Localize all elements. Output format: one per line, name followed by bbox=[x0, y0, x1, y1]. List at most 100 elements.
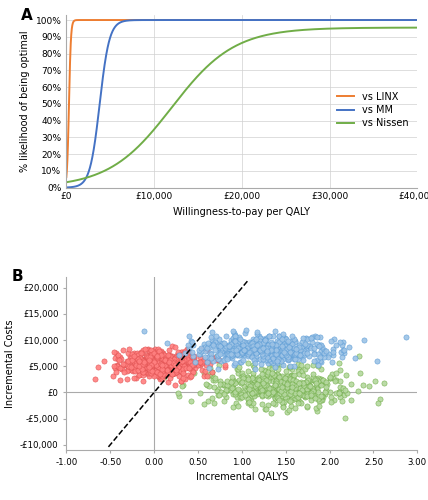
vs. Nissen bbox=[145, 346, 152, 354]
LINX bbox=[229, 380, 236, 388]
LINX bbox=[257, 364, 264, 372]
vs. Medical Management bbox=[272, 352, 279, 360]
LINX bbox=[301, 382, 308, 390]
vs. Nissen bbox=[154, 352, 160, 360]
LINX bbox=[265, 401, 271, 409]
LINX bbox=[294, 396, 301, 404]
LINX bbox=[299, 372, 306, 380]
vs. Medical Management bbox=[268, 352, 275, 360]
LINX bbox=[289, 384, 296, 392]
vs. Nissen bbox=[137, 354, 143, 362]
vs. Medical Management bbox=[272, 340, 279, 348]
vs. Nissen bbox=[221, 361, 228, 369]
LINX bbox=[355, 386, 362, 394]
vs. Medical Management bbox=[249, 346, 256, 354]
LINX bbox=[274, 392, 281, 400]
LINX bbox=[258, 387, 265, 395]
LINX bbox=[267, 374, 273, 382]
vs. Medical Management bbox=[252, 343, 259, 351]
LINX bbox=[275, 365, 282, 373]
vs. Medical Management bbox=[314, 332, 321, 340]
vs. Medical Management bbox=[243, 344, 250, 352]
LINX bbox=[247, 382, 254, 390]
vs. Medical Management bbox=[292, 338, 299, 346]
LINX bbox=[250, 372, 257, 380]
vs. Medical Management bbox=[261, 356, 268, 364]
vs. Nissen bbox=[120, 368, 127, 376]
LINX bbox=[276, 373, 283, 381]
LINX bbox=[315, 382, 321, 390]
vs. Nissen bbox=[159, 366, 166, 374]
vs. Nissen bbox=[113, 362, 120, 370]
vs. Medical Management bbox=[294, 356, 301, 364]
vs. Medical Management bbox=[298, 343, 305, 351]
LINX bbox=[298, 398, 305, 406]
vs. Medical Management bbox=[316, 342, 323, 349]
LINX bbox=[313, 384, 320, 392]
vs. Nissen bbox=[177, 364, 184, 372]
LINX bbox=[249, 380, 256, 388]
LINX bbox=[315, 362, 322, 370]
vs. Medical Management bbox=[250, 344, 257, 352]
LINX bbox=[282, 374, 288, 382]
LINX bbox=[245, 396, 252, 404]
LINX bbox=[380, 379, 387, 387]
vs. Medical Management bbox=[252, 354, 259, 362]
vs. Nissen bbox=[155, 362, 162, 370]
vs. Medical Management bbox=[299, 356, 306, 364]
vs. Medical Management bbox=[198, 344, 205, 352]
vs. Medical Management bbox=[270, 356, 277, 364]
LINX bbox=[305, 382, 312, 390]
vs. Medical Management bbox=[296, 350, 303, 358]
vs. Nissen bbox=[157, 370, 163, 378]
vs. Medical Management bbox=[221, 344, 228, 352]
vs. Nissen bbox=[180, 354, 187, 362]
LINX bbox=[303, 382, 310, 390]
vs. Medical Management bbox=[202, 343, 208, 351]
LINX bbox=[249, 398, 256, 406]
vs. Nissen bbox=[162, 362, 169, 370]
LINX bbox=[256, 387, 262, 395]
vs. Nissen bbox=[166, 361, 173, 369]
vs. Medical Management bbox=[217, 340, 224, 348]
vs. Nissen bbox=[186, 357, 193, 365]
vs. Nissen bbox=[191, 364, 198, 372]
LINX bbox=[247, 380, 254, 388]
vs. Medical Management bbox=[300, 347, 307, 355]
vs. Medical Management bbox=[303, 341, 310, 349]
LINX bbox=[342, 386, 348, 394]
vs. Nissen bbox=[162, 366, 169, 374]
LINX bbox=[291, 390, 298, 398]
LINX bbox=[316, 376, 323, 384]
LINX bbox=[290, 371, 297, 379]
vs. Nissen bbox=[181, 362, 187, 370]
vs. Nissen bbox=[117, 364, 124, 372]
LINX bbox=[229, 377, 236, 385]
LINX bbox=[216, 380, 223, 388]
vs. Nissen bbox=[160, 356, 166, 364]
vs. Nissen bbox=[171, 370, 178, 378]
vs. Medical Management bbox=[230, 334, 237, 342]
LINX bbox=[279, 383, 286, 391]
vs. Medical Management bbox=[241, 346, 248, 354]
LINX bbox=[273, 360, 280, 368]
vs. Medical Management bbox=[268, 354, 275, 362]
vs. Nissen bbox=[143, 354, 150, 362]
vs. Medical Management bbox=[238, 341, 245, 349]
LINX bbox=[247, 380, 254, 388]
vs. Medical Management bbox=[196, 346, 202, 354]
vs. Medical Management bbox=[234, 350, 241, 358]
LINX bbox=[309, 370, 316, 378]
LINX bbox=[323, 378, 330, 386]
vs. Medical Management bbox=[291, 362, 297, 370]
vs. Nissen bbox=[149, 347, 155, 355]
LINX bbox=[374, 398, 381, 406]
vs. Nissen bbox=[178, 367, 185, 375]
vs. Nissen bbox=[157, 372, 163, 380]
LINX bbox=[244, 367, 251, 375]
vs. Nissen bbox=[154, 360, 161, 368]
LINX bbox=[228, 386, 235, 394]
vs. Nissen bbox=[154, 353, 161, 361]
LINX bbox=[287, 374, 294, 382]
LINX bbox=[205, 372, 212, 380]
